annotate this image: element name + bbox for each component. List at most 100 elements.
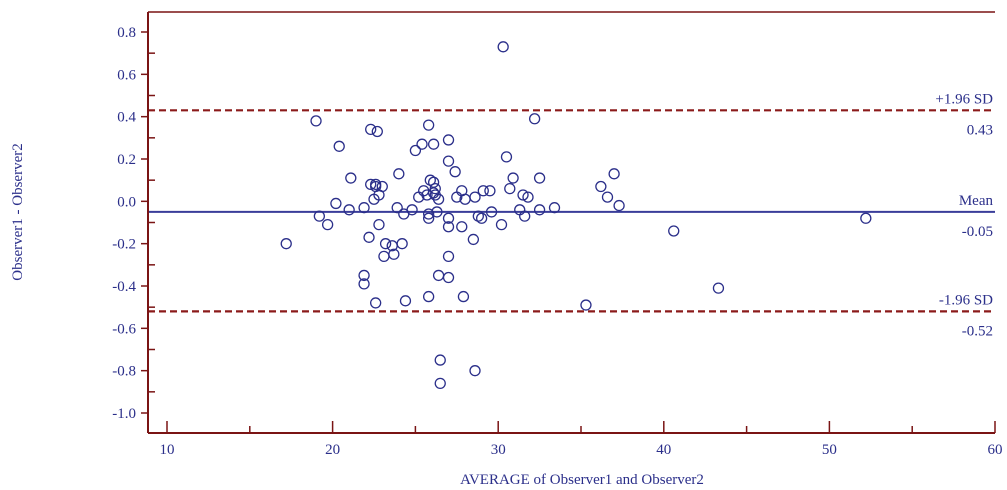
data-point xyxy=(388,248,400,260)
data-point xyxy=(368,193,380,205)
data-point xyxy=(391,202,403,214)
data-point xyxy=(330,197,342,210)
y-tick-label: 0.6 xyxy=(117,67,136,83)
x-axis-title: AVERAGE of Observer1 and Observer2 xyxy=(460,472,704,488)
data-point xyxy=(467,233,480,246)
data-point xyxy=(379,238,392,250)
x-tick-label: 60 xyxy=(988,442,1003,458)
data-point xyxy=(442,271,455,284)
data-point xyxy=(500,151,513,163)
data-point xyxy=(358,278,370,290)
data-point xyxy=(358,202,370,214)
data-point xyxy=(533,172,546,184)
data-point xyxy=(422,212,435,224)
data-point xyxy=(485,206,498,218)
reference-line-value: -0.05 xyxy=(962,224,993,240)
y-tick-label: 0.0 xyxy=(117,194,136,210)
data-point xyxy=(409,144,422,157)
data-point xyxy=(345,172,357,184)
data-point xyxy=(396,238,408,250)
data-point xyxy=(860,212,872,224)
reference-line-value: 0.43 xyxy=(967,122,993,138)
data-point xyxy=(321,218,334,231)
reference-lines xyxy=(148,109,995,313)
data-point xyxy=(528,113,541,125)
data-point xyxy=(580,299,592,311)
data-point xyxy=(442,250,455,263)
data-point xyxy=(608,168,620,180)
data-point xyxy=(432,269,445,282)
data-point xyxy=(421,189,433,201)
data-point xyxy=(399,295,412,307)
data-point xyxy=(442,221,455,233)
y-tick-label: -1.0 xyxy=(112,406,136,422)
data-point xyxy=(497,41,509,53)
data-point xyxy=(519,210,531,222)
data-point xyxy=(514,204,526,216)
data-point xyxy=(456,221,468,233)
data-point xyxy=(548,202,561,214)
data-point xyxy=(427,176,440,188)
data-point xyxy=(522,191,534,203)
y-tick-label: -0.4 xyxy=(112,279,136,295)
data-point xyxy=(422,208,435,220)
data-point xyxy=(434,377,446,390)
data-point xyxy=(416,138,428,150)
data-point xyxy=(310,115,322,127)
data-point xyxy=(495,218,508,231)
reference-line-name: +1.96 SD xyxy=(935,91,993,107)
data-point xyxy=(432,193,445,205)
data-point xyxy=(431,206,443,218)
data-point xyxy=(280,238,292,250)
data-point xyxy=(504,182,516,195)
data-point xyxy=(343,204,355,216)
data-point xyxy=(434,354,446,366)
data-point xyxy=(398,208,410,220)
data-point xyxy=(371,125,383,138)
data-point xyxy=(378,250,390,263)
reference-labels: +1.96 SD 0.43 Mean -0.05 -1.96 SD -0.52 xyxy=(935,91,993,339)
y-axis: 0.8 0.6 0.4 0.2 0.0 -0.2 -0.4 -0.6 -0.8 -1.0 xyxy=(112,25,155,422)
data-point xyxy=(712,282,725,294)
data-points xyxy=(280,41,872,390)
x-tick-label: 10 xyxy=(160,442,175,458)
data-point xyxy=(668,225,680,237)
reference-line-name: -1.96 SD xyxy=(939,292,993,308)
data-point xyxy=(469,365,481,377)
data-point xyxy=(442,212,455,224)
y-tick-label: -0.6 xyxy=(112,321,136,337)
data-point xyxy=(484,185,496,197)
data-point xyxy=(613,199,625,212)
data-point xyxy=(442,155,455,167)
data-point xyxy=(427,138,440,150)
x-tick-label: 40 xyxy=(656,442,671,458)
data-point xyxy=(595,180,607,193)
data-point xyxy=(601,191,614,203)
data-point xyxy=(422,119,435,131)
reference-line-value: -0.52 xyxy=(962,323,993,339)
data-point xyxy=(422,290,435,303)
data-point xyxy=(451,191,463,203)
data-point xyxy=(517,189,529,201)
reference-line-name: Mean xyxy=(959,193,994,209)
data-point xyxy=(507,172,519,184)
data-point xyxy=(358,269,370,282)
x-axis: 10 20 30 40 50 60 xyxy=(160,421,1003,458)
y-tick-label: -0.8 xyxy=(112,364,136,380)
data-point xyxy=(393,168,405,180)
data-point xyxy=(365,178,377,191)
x-tick-label: 50 xyxy=(822,442,837,458)
data-point xyxy=(449,166,461,178)
data-point xyxy=(475,212,488,224)
data-point xyxy=(477,185,489,197)
data-point xyxy=(365,123,377,136)
data-point xyxy=(333,140,345,152)
y-tick-label: -0.2 xyxy=(112,237,136,253)
y-tick-label: 0.8 xyxy=(117,25,136,41)
y-axis-title: Observer1 - Observer2 xyxy=(10,143,26,280)
x-tick-label: 30 xyxy=(491,442,506,458)
data-point xyxy=(363,231,375,243)
data-point xyxy=(457,290,470,303)
x-tick-label: 20 xyxy=(325,442,340,458)
